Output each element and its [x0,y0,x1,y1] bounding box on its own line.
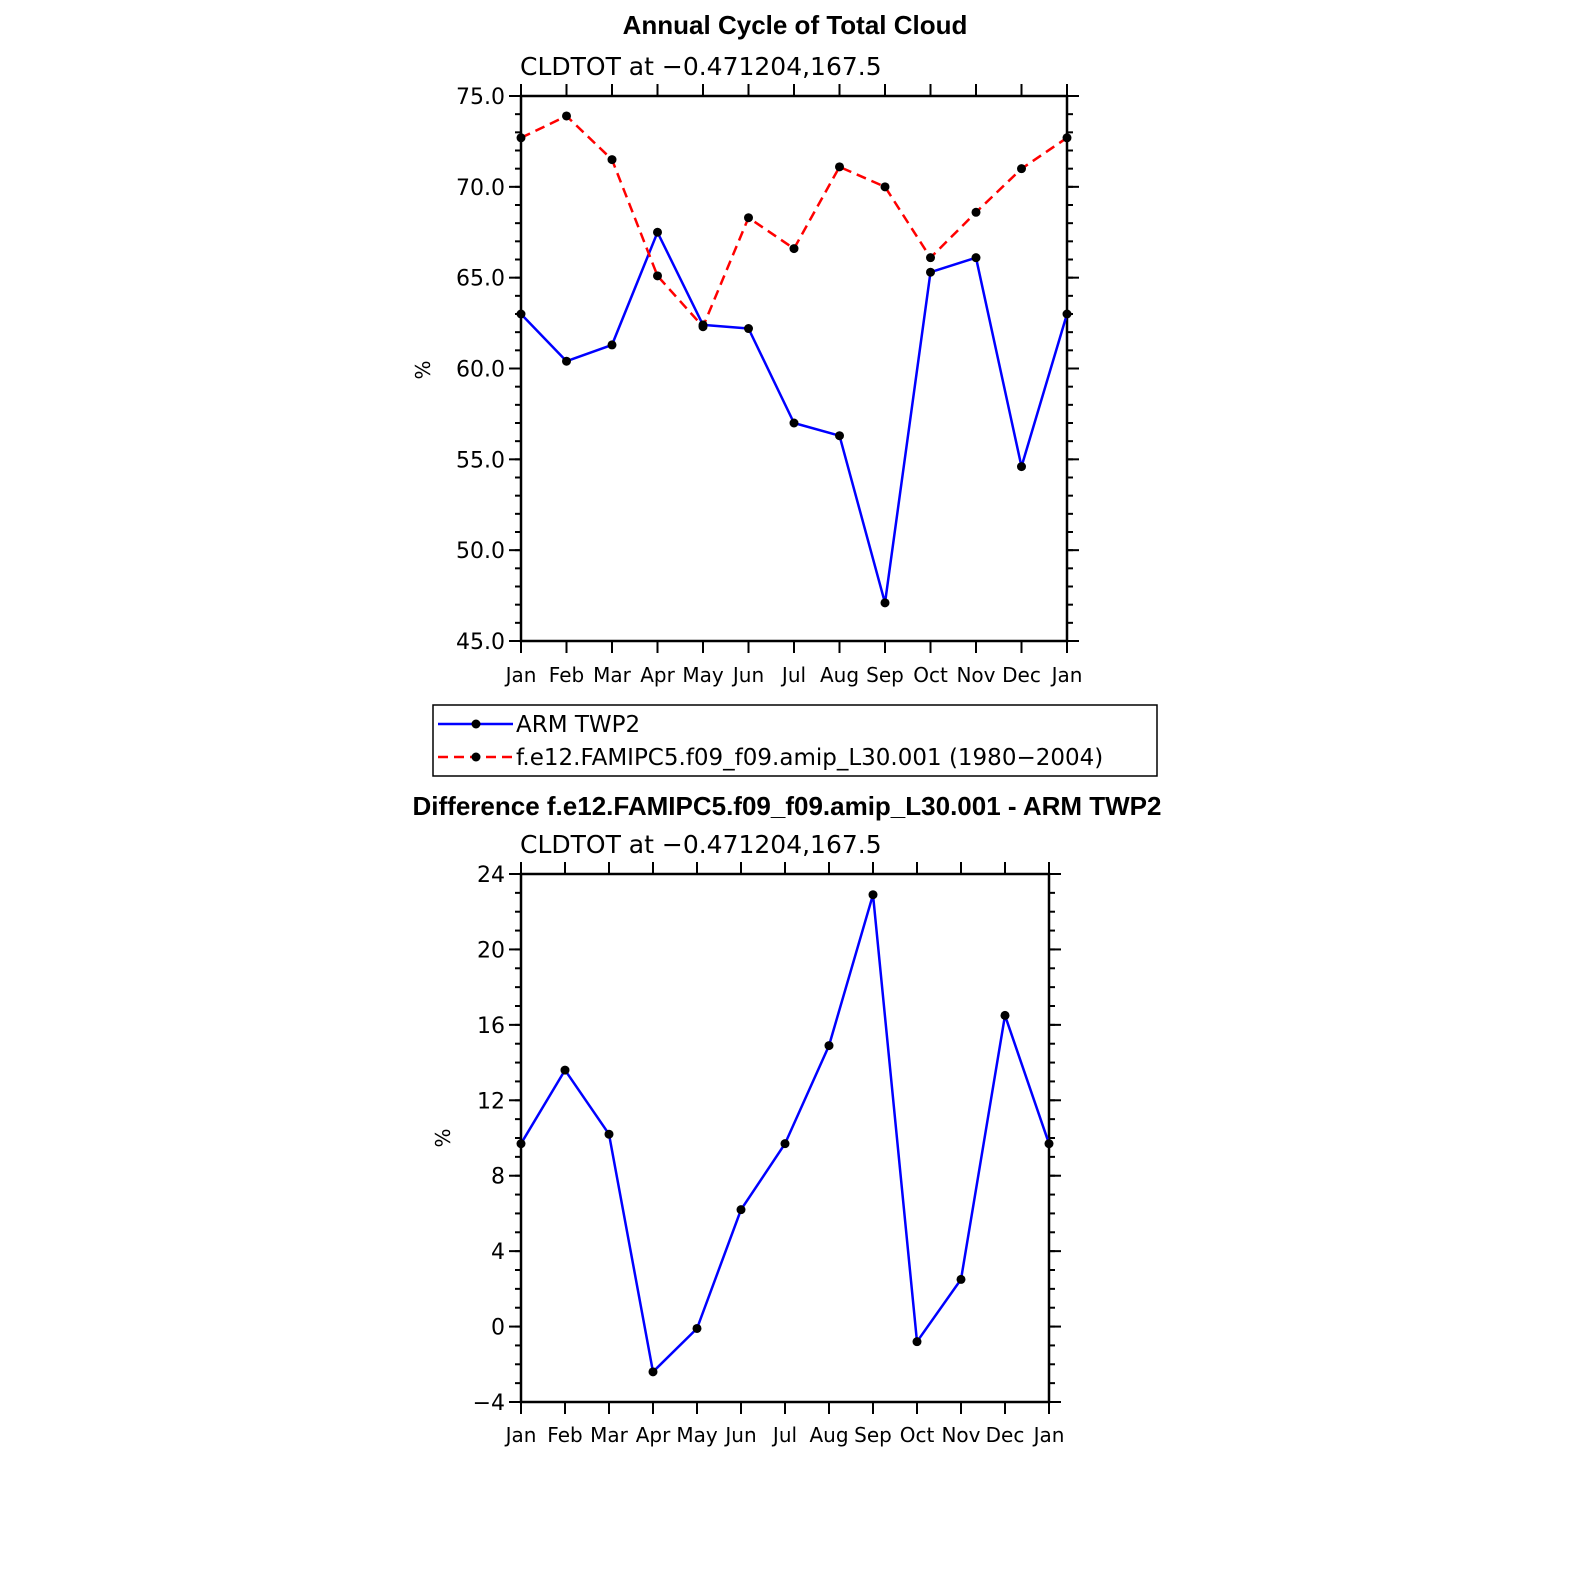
y-tick-label: 60.0 [456,358,505,383]
data-point-0 [789,418,799,428]
difference-panel: Difference f.e12.FAMIPC5.f09_f09.amip_L3… [413,791,1162,1447]
data-point-1 [1017,164,1026,174]
series-line-0 [520,231,1069,605]
y-axis-label: % [411,360,435,379]
y-tick-label: 70.0 [456,176,505,201]
x-tick-label: Feb [547,1423,582,1447]
data-point-0 [607,340,617,350]
x-tick-label: Dec [1002,663,1041,687]
x-tick-label: May [676,1423,718,1447]
data-point-0 [516,309,526,319]
data-point-0 [1062,309,1072,319]
data-point-1 [835,162,844,172]
annual-cycle-panel: Annual Cycle of Total Cloud CLDTOT at −0… [411,10,1082,687]
chart-subtitle: CLDTOT at −0.471204,167.5 [520,830,882,859]
y-tick-label: 50.0 [456,539,505,564]
series-line-0 [519,893,1051,1374]
data-point-0 [880,598,890,608]
legend-label-model: f.e12.FAMIPC5.f09_f09.amip_L30.001 (1980… [516,745,1103,771]
x-tick-label: Aug [820,663,859,687]
data-point-1 [562,111,571,121]
data-point-0 [824,1041,834,1051]
y-tick-label: 45.0 [456,630,505,655]
data-point-1 [1062,133,1072,143]
data-point-0 [956,1274,966,1284]
chart-title: Annual Cycle of Total Cloud [623,10,968,40]
legend-marker-arm [471,719,481,729]
legend-marker-model [471,752,481,762]
data-point-1 [880,182,890,192]
x-tick-label: Mar [593,663,632,687]
chart-title: Difference f.e12.FAMIPC5.f09_f09.amip_L3… [413,791,1162,821]
data-point-1 [926,253,935,263]
y-tick-label: 12 [477,1089,505,1114]
y-tick-label: 75.0 [456,85,505,110]
x-tick-label: Jan [504,663,537,687]
data-point-0 [1000,1010,1010,1020]
data-point-0 [780,1139,790,1149]
x-tick-label: Jan [1032,1423,1065,1447]
data-point-1 [789,244,799,254]
x-tick-label: May [682,663,724,687]
data-point-0 [835,431,844,441]
legend-box [432,704,1158,777]
x-tick-label: Oct [900,1423,935,1447]
x-tick-label: Jan [1050,663,1083,687]
y-tick-label: 55.0 [456,448,505,473]
x-tick-label: Jun [723,1423,756,1447]
data-point-1 [698,322,708,332]
y-axis-label: % [431,1128,455,1147]
y-tick-label: 8 [491,1165,505,1190]
x-tick-label: Jul [780,663,806,687]
x-tick-label: Nov [956,663,995,687]
data-point-1 [744,213,753,223]
y-tick-label: 4 [491,1240,505,1265]
x-tick-label: Feb [549,663,584,687]
x-tick-label: Jun [731,663,764,687]
x-tick-label: Jul [771,1423,797,1447]
x-tick-label: Sep [854,1423,892,1447]
data-point-0 [868,890,878,900]
x-tick-label: Dec [986,1423,1025,1447]
data-point-0 [516,1139,526,1149]
data-point-0 [912,1337,922,1347]
y-tick-label: 24 [477,863,505,888]
y-tick-label: 65.0 [456,267,505,292]
plot-frame [519,94,1069,643]
data-point-1 [516,133,526,143]
data-point-0 [604,1129,614,1139]
data-point-1 [971,207,981,217]
x-tick-label: Oct [913,663,948,687]
x-tick-label: Sep [866,663,904,687]
data-point-0 [653,227,662,237]
x-tick-label: Apr [640,663,675,687]
y-tick-label: 0 [491,1316,505,1341]
plot-frame [519,872,1051,1404]
data-point-0 [648,1367,658,1377]
legend: ARM TWP2 f.e12.FAMIPC5.f09_f09.amip_L30.… [432,704,1158,777]
y-tick-label: 20 [477,938,505,963]
data-point-0 [560,1065,570,1075]
x-tick-label: Mar [590,1423,629,1447]
x-tick-label: Apr [636,1423,671,1447]
x-tick-label: Jan [504,1423,537,1447]
data-point-1 [607,155,617,165]
data-point-0 [692,1323,702,1333]
chart-subtitle: CLDTOT at −0.471204,167.5 [520,52,882,81]
data-point-0 [971,253,981,263]
data-point-0 [1044,1139,1054,1149]
data-point-0 [744,324,753,334]
data-point-0 [926,267,935,277]
legend-label-arm: ARM TWP2 [516,712,640,738]
y-tick-label: −4 [473,1391,505,1416]
data-point-0 [1017,462,1026,472]
x-tick-label: Nov [941,1423,980,1447]
y-tick-label: 16 [477,1014,505,1039]
data-point-1 [653,271,662,281]
x-tick-label: Aug [809,1423,848,1447]
data-point-0 [736,1205,746,1215]
data-point-0 [562,356,571,366]
